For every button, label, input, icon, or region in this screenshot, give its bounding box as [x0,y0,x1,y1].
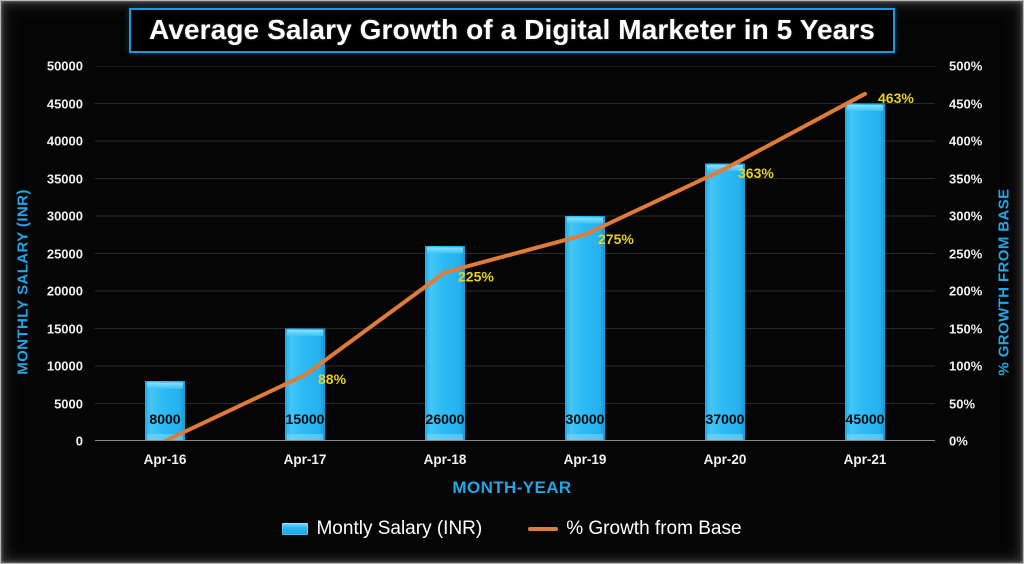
y-axis-left-tick-label: 20000 [46,283,83,299]
x-axis-tick-label: Apr-19 [563,452,607,467]
y-axis-left-tick-label: 30000 [46,208,83,224]
x-axis-tick-label: Apr-21 [843,452,887,467]
plot-area: 8000 15000 26000 30000 37000 45000 0% 88% 225% 2… [95,66,935,441]
percent-labels-layer: 0% 88% 225% 275% 363% 463% [178,90,914,441]
y-axis-left-tick-label: 10000 [46,358,83,374]
x-axis-tick-label: Apr-18 [423,452,467,467]
y-axis-left-tick-label: 25000 [46,246,83,261]
line-swatch-icon [528,527,559,531]
percent-label: 363% [738,165,774,181]
y-axis-right-tick-label: 100% [949,358,983,374]
bar-base-highlight [287,434,323,440]
y-axis-left-tick-label: 40000 [46,133,83,149]
page-title: Average Salary Growth of a Digital Marke… [149,14,875,45]
bar-base-highlight [147,434,183,440]
chart-legend: Montly Salary (INR) % Growth from Base [0,518,1024,540]
y-axis-left-tick-label: 45000 [46,96,83,111]
y-axis-right-tick-label: 50% [949,396,976,411]
bar-top-highlight [147,382,183,389]
bar-Apr-20[interactable] [705,163,745,442]
y-axis-left-tick-label: 35000 [46,171,83,186]
bar-base-highlight [847,434,883,440]
bar-Apr-21[interactable] [845,103,885,442]
bar-Apr-19[interactable] [565,216,605,441]
bar-value-label: 30000 [566,411,605,427]
bar-Apr-17[interactable] [285,328,325,442]
line-series-layer [163,91,867,441]
y-axis-right-tick-label: 400% [949,133,983,149]
y-axis-right-tick-label: 250% [949,246,983,261]
x-axis-tick-label: Apr-20 [703,452,747,467]
percent-label: 463% [878,90,914,106]
chart-title-box: Average Salary Growth of a Digital Marke… [129,8,895,54]
bar-swatch-icon [282,523,309,535]
y-axis-right-title: % GROWTH FROM BASE [995,188,1013,376]
bar-Apr-18[interactable] [425,246,465,441]
y-axis-right-tick-label: 300% [949,208,983,224]
bar-value-label: 37000 [706,411,745,427]
percent-label: 225% [458,268,494,284]
y-axis-right-tick-label: 500% [949,58,983,74]
y-axis-left-ticks: 0 5000 10000 15000 20000 25000 30000 35000 40000… [33,59,89,449]
bar-value-labels-layer: 8000 15000 26000 30000 37000 45000 [149,411,884,427]
bar-top-highlight [567,217,603,224]
y-axis-right-tick-label: 350% [949,171,983,186]
x-axis-title: MONTH-YEAR [452,478,572,497]
bar-base-highlight [427,434,463,440]
bar-base-highlight [567,434,603,440]
bar-base-highlight [707,434,743,440]
y-axis-right-tick-label: 450% [949,96,983,111]
plot-svg: 8000 15000 26000 30000 37000 45000 0% 88% 225% 2… [95,66,935,441]
y-axis-left-title: MONTHLY SALARY (INR) [14,189,32,375]
legend-label-salary: Montly Salary (INR) [316,518,483,539]
bar-top-highlight [287,330,323,336]
x-axis-ticks: Apr-16 Apr-17 Apr-18 Apr-19 Apr-20 Apr-21 [95,452,935,474]
x-axis-tick-label: Apr-16 [143,452,187,467]
y-axis-left-tick-label: 15000 [46,321,83,336]
bar-top-highlight [847,105,883,111]
chart-title-wrapper: Average Salary Growth of a Digital Marke… [0,8,1024,54]
x-axis-tick-label: Apr-17 [283,452,327,467]
bar-value-label: 15000 [286,411,325,427]
bars-layer [145,103,885,442]
y-axis-right-ticks: 0% 50% 100% 150% 200% 250% 300% 350% 400% 450% 500… [941,59,997,449]
y-axis-left-tick-label: 50000 [46,58,83,74]
bar-value-label: 8000 [149,411,180,427]
y-axis-right-tick-label: 150% [949,321,983,336]
y-axis-left-tick-label: 5000 [54,396,83,411]
legend-label-growth: % Growth from Base [566,518,742,539]
percent-label: 88% [318,371,347,387]
percent-label: 0% [178,437,199,441]
bar-Apr-16[interactable] [145,381,185,441]
y-axis-left-tick-label: 0 [75,433,83,449]
bar-top-highlight [427,247,463,254]
legend-item-growth[interactable]: % Growth from Base [528,518,742,540]
legend-item-salary[interactable]: Montly Salary (INR) [282,518,482,540]
growth-line[interactable] [163,91,867,441]
y-axis-right-tick-label: 0% [949,433,968,449]
bar-value-label: 26000 [426,411,465,427]
y-axis-right-tick-label: 200% [949,283,983,299]
percent-label: 275% [598,231,634,247]
bar-value-label: 45000 [846,411,885,427]
